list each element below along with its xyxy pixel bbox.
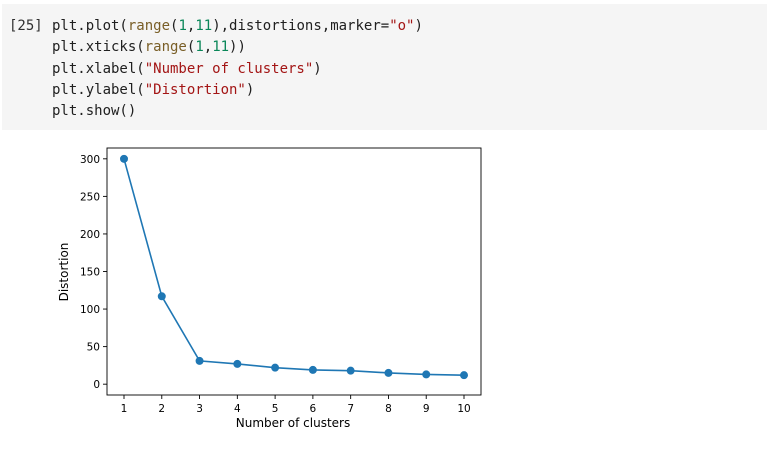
code-token: plt.ylabel(	[52, 81, 145, 98]
y-tick-label: 250	[80, 191, 100, 203]
series-line	[123, 158, 465, 376]
code-token: plt.plot(	[52, 18, 128, 34]
code-line: plt.show()	[52, 101, 423, 122]
code-token: 11	[195, 18, 213, 34]
code-token: range	[127, 18, 171, 34]
y-tick-label: 100	[80, 304, 100, 316]
y-tick-label: 200	[80, 229, 100, 241]
data-point	[384, 368, 393, 377]
data-point	[460, 371, 468, 380]
execution-count: [25]	[9, 18, 43, 34]
code-token: ,	[186, 18, 196, 34]
x-tick-label: 1	[121, 403, 128, 415]
x-tick-label: 10	[457, 403, 470, 415]
x-tick-label: 5	[272, 403, 279, 415]
x-tick-label: 8	[385, 403, 392, 415]
y-tick-label: 0	[93, 379, 100, 391]
code-line: plt.xlabel("Number of clusters")	[52, 59, 423, 80]
code-token: ))	[229, 39, 246, 56]
code-token: plt.show()	[52, 103, 137, 120]
code-token: 1	[178, 18, 187, 34]
y-axis-label: Distortion	[57, 243, 71, 302]
x-tick-label: 6	[310, 403, 317, 415]
line-chart: 0 50 100 150 200 250 300 1 2 3 4 5 6 7 8 9 10 Number of…	[57, 147, 482, 430]
x-tick-label: 7	[347, 403, 354, 415]
data-point	[120, 154, 128, 163]
code-line: plt.xticks(range(1,11))	[52, 37, 423, 58]
x-tick-label: 9	[423, 403, 430, 415]
code-token: plt.xticks(	[52, 39, 145, 56]
code-token: 1	[195, 39, 204, 56]
code-token: (	[186, 39, 196, 56]
y-tick-label: 150	[80, 267, 100, 279]
x-tick-label: 4	[234, 403, 241, 415]
y-tick-label: 50	[87, 342, 100, 354]
code-token: "Distortion"	[144, 81, 246, 98]
code-line: plt.plot(range(1,11),distortions,marker=…	[52, 16, 423, 37]
code-token: ),distortions,marker=	[212, 18, 390, 34]
data-point	[308, 365, 317, 374]
cell-output: 0 50 100 150 200 250 300 1 2 3 4 5 6 7 8 9 10 Number of…	[0, 130, 767, 456]
code-token: "o"	[389, 18, 415, 34]
data-point	[233, 359, 242, 368]
data-point	[422, 370, 431, 379]
x-tick-label: 2	[158, 403, 165, 415]
plot-area	[106, 147, 482, 396]
code-editor[interactable]: plt.plot(range(1,11),distortions,marker=…	[52, 16, 423, 122]
code-input-area[interactable]: [25] plt.plot(range(1,11),distortions,ma…	[2, 4, 767, 130]
code-token: range	[144, 39, 187, 56]
x-tick-label: 3	[196, 403, 203, 415]
y-tick-label: 300	[80, 154, 100, 166]
code-token: )	[414, 18, 423, 34]
data-point	[346, 366, 355, 375]
code-token: plt.xlabel(	[52, 60, 145, 77]
code-token: )	[245, 81, 255, 98]
code-token: "Number of clusters"	[144, 60, 314, 77]
x-axis-label: Number of clusters	[236, 416, 350, 430]
data-point	[157, 292, 166, 301]
code-line: plt.ylabel("Distortion")	[52, 80, 423, 101]
code-token: ,	[203, 39, 213, 56]
data-point	[271, 363, 280, 372]
code-token: (	[170, 18, 179, 34]
code-token: 11	[212, 39, 230, 56]
code-token: )	[313, 60, 322, 77]
data-point	[195, 356, 204, 365]
